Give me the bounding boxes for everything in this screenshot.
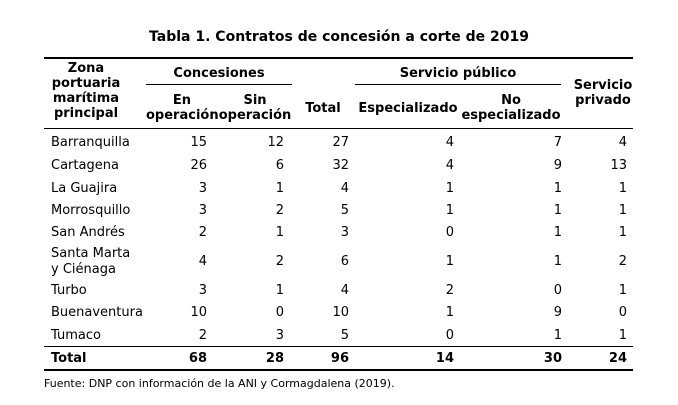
cell-especializado: 1 — [445, 181, 454, 196]
header-especializado: Especializado — [358, 101, 458, 116]
cell-especializado: 2 — [445, 283, 454, 298]
cell-sin-operacion: 6 — [275, 158, 284, 173]
servicio-publico-rule — [355, 84, 561, 85]
zone-label: Morrosquillo — [51, 203, 130, 219]
zone-label: Barranquilla — [51, 135, 130, 151]
cell-en-operacion: 3 — [198, 181, 207, 196]
cell-en-operacion: 3 — [198, 283, 207, 298]
cell-especializado: 4 — [445, 135, 454, 150]
cell-sin-operacion: 1 — [275, 181, 284, 196]
zone-label: San Andrés — [51, 225, 125, 241]
header-rule — [44, 128, 633, 129]
cell-especializado: 1 — [445, 254, 454, 269]
cell-en-operacion: 2 — [198, 225, 207, 240]
cell-no-especializado: 9 — [553, 305, 562, 320]
cell-servicio-privado: 1 — [618, 225, 627, 240]
header-concesiones: Concesiones — [173, 66, 265, 81]
cell-total: 5 — [340, 328, 349, 343]
total-rule — [44, 346, 633, 347]
cell-sin-operacion: 0 — [275, 305, 284, 320]
cell-no-especializado: 1 — [553, 225, 562, 240]
cell-servicio-privado: 0 — [618, 305, 627, 320]
cell-en-operacion: 2 — [198, 328, 207, 343]
total-en-operacion: 68 — [188, 351, 207, 366]
cell-total: 5 — [340, 203, 349, 218]
header-sin-operacion: Sin operación — [218, 93, 292, 123]
cell-servicio-privado: 1 — [618, 283, 627, 298]
cell-sin-operacion: 1 — [275, 225, 284, 240]
cell-en-operacion: 4 — [198, 254, 207, 269]
zone-label: La Guajira — [51, 181, 117, 197]
cell-en-operacion: 15 — [190, 135, 207, 150]
cell-servicio-privado: 1 — [618, 328, 627, 343]
zone-label-line: San Andrés — [51, 225, 125, 240]
zone-label-line: Tumaco — [51, 328, 101, 343]
cell-servicio-privado: 1 — [618, 203, 627, 218]
zone-label-line: La Guajira — [51, 181, 118, 196]
zone-label-line: Turbo — [51, 283, 87, 298]
source-note: Fuente: DNP con información de la ANI y … — [44, 377, 395, 390]
cell-no-especializado: 1 — [553, 203, 562, 218]
total-especializado: 14 — [435, 351, 454, 366]
total-servicio-privado: 24 — [608, 351, 627, 366]
cell-total: 10 — [332, 305, 349, 320]
cell-total: 4 — [340, 181, 349, 196]
total-label: Total — [51, 351, 87, 366]
cell-especializado: 4 — [445, 158, 454, 173]
zone-label-line: Barranquilla — [51, 135, 130, 150]
cell-no-especializado: 0 — [553, 283, 562, 298]
zone-label: Cartagena — [51, 158, 119, 174]
cell-especializado: 1 — [445, 203, 454, 218]
cell-especializado: 0 — [445, 225, 454, 240]
zone-label: Santa Marta y Ciénaga — [51, 246, 130, 278]
cell-total: 6 — [340, 254, 349, 269]
header-servicio-privado: Servicio privado — [573, 78, 633, 108]
table-title: Tabla 1. Contratos de concesión a corte … — [149, 29, 529, 45]
cell-servicio-privado: 4 — [618, 135, 627, 150]
cell-sin-operacion: 12 — [267, 135, 284, 150]
header-servicio-publico: Servicio público — [399, 66, 517, 81]
cell-no-especializado: 1 — [553, 254, 562, 269]
header-en-operacion: En operación — [146, 93, 219, 123]
cell-no-especializado: 1 — [553, 328, 562, 343]
header-total: Total — [305, 101, 341, 116]
cell-en-operacion: 3 — [198, 203, 207, 218]
zone-label-line: Cartagena — [51, 158, 119, 173]
zone-label-line: Santa Marta — [51, 246, 131, 261]
cell-sin-operacion: 2 — [275, 254, 284, 269]
zone-label-line: y Ciénaga — [51, 262, 116, 277]
cell-especializado: 0 — [445, 328, 454, 343]
cell-sin-operacion: 3 — [275, 328, 284, 343]
header-zone: Zona portuaria marítima principal — [51, 61, 121, 121]
bottom-rule — [44, 369, 633, 371]
cell-total: 3 — [340, 225, 349, 240]
top-rule — [44, 57, 633, 59]
cell-servicio-privado: 1 — [618, 181, 627, 196]
cell-total: 4 — [340, 283, 349, 298]
cell-total: 27 — [332, 135, 349, 150]
cell-servicio-privado: 13 — [610, 158, 627, 173]
total-no-especializado: 30 — [543, 351, 562, 366]
cell-sin-operacion: 1 — [275, 283, 284, 298]
cell-servicio-privado: 2 — [618, 254, 627, 269]
zone-label: Buenaventura — [51, 305, 143, 321]
header-no-especializado: No especializado — [461, 93, 561, 123]
zone-label-line: Morrosquillo — [51, 203, 131, 218]
concesiones-rule — [146, 84, 292, 85]
cell-no-especializado: 1 — [553, 181, 562, 196]
cell-no-especializado: 7 — [553, 135, 562, 150]
cell-total: 32 — [332, 158, 349, 173]
cell-en-operacion: 10 — [190, 305, 207, 320]
cell-no-especializado: 9 — [553, 158, 562, 173]
cell-sin-operacion: 2 — [275, 203, 284, 218]
zone-label: Tumaco — [51, 328, 101, 344]
cell-especializado: 1 — [445, 305, 454, 320]
cell-en-operacion: 26 — [190, 158, 207, 173]
zone-label-line: Buenaventura — [51, 305, 143, 320]
total-total: 96 — [330, 351, 349, 366]
total-sin-operacion: 28 — [265, 351, 284, 366]
zone-label: Turbo — [51, 283, 87, 299]
